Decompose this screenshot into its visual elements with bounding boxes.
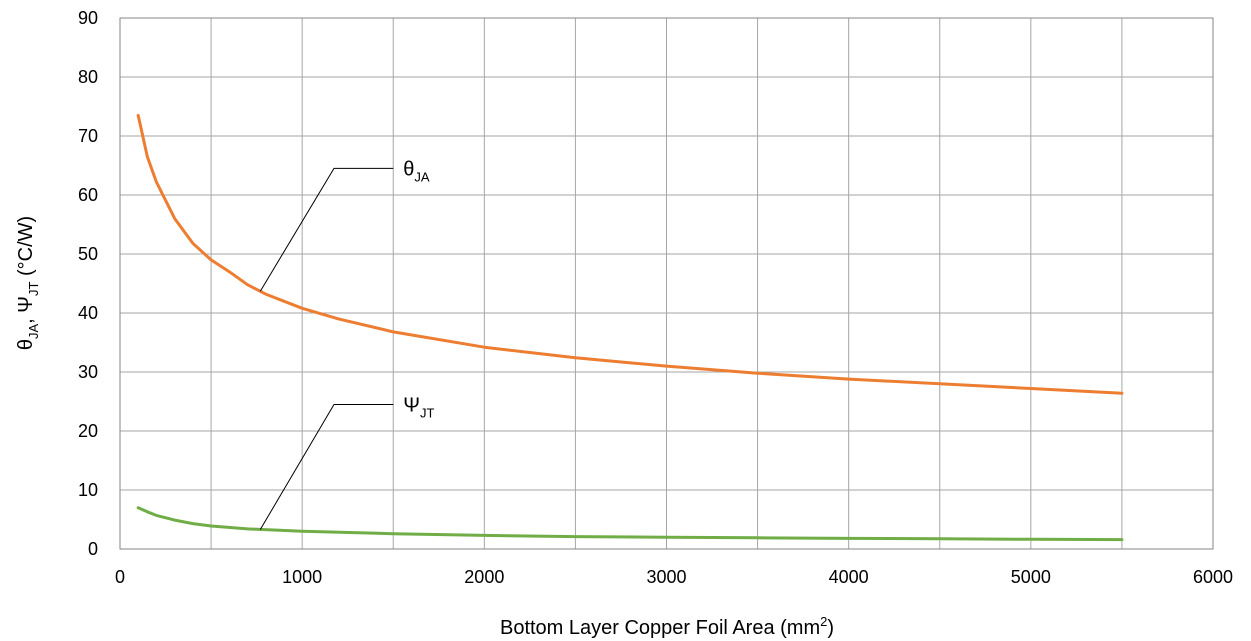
series-label: ΨJT [403, 394, 434, 420]
x-tick-label: 6000 [1193, 567, 1233, 587]
x-axis-title: Bottom Layer Copper Foil Area (mm2) [500, 614, 834, 639]
series-line [136, 113, 1124, 395]
grid [119, 17, 1214, 550]
callout-leader [259, 167, 394, 292]
x-tick-label: 3000 [646, 567, 686, 587]
y-tick-label: 60 [78, 185, 98, 205]
y-tick-labels: 0 10 20 30 40 50 60 70 80 90 [78, 8, 98, 559]
y-tick-label: 90 [78, 8, 98, 28]
x-tick-labels: 0 1000 2000 3000 4000 5000 6000 [115, 567, 1233, 587]
y-tick-label: 70 [78, 126, 98, 146]
x-tick-label: 5000 [1011, 567, 1051, 587]
y-tick-label: 0 [88, 539, 98, 559]
callout-leader [259, 404, 394, 530]
plot-frame [119, 17, 1214, 550]
x-tick-label: 1000 [282, 567, 322, 587]
x-tick-label: 2000 [464, 567, 504, 587]
y-axis-title: θJA, ΨJT (°C/W) [15, 216, 41, 350]
y-tick-label: 50 [78, 244, 98, 264]
series-line [136, 506, 1124, 542]
series-label: θJA [403, 158, 430, 184]
y-tick-label: 10 [78, 480, 98, 500]
y-tick-label: 30 [78, 362, 98, 382]
series-callouts: θJA ΨJT [259, 158, 434, 530]
y-tick-label: 80 [78, 67, 98, 87]
y-tick-label: 20 [78, 421, 98, 441]
y-tick-label: 40 [78, 303, 98, 323]
x-tick-label: 4000 [829, 567, 869, 587]
series-lines [136, 113, 1124, 542]
x-tick-label: 0 [115, 567, 125, 587]
